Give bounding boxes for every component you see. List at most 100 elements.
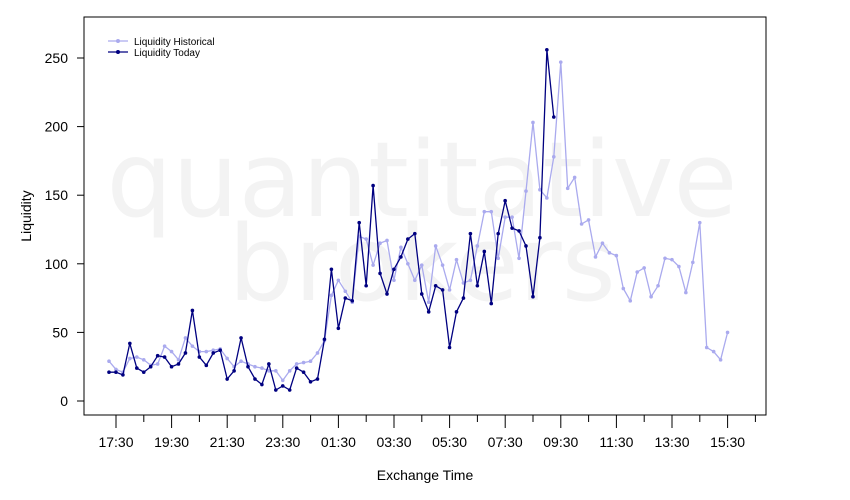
- data-point-today: [287, 388, 292, 392]
- data-point-historical: [378, 241, 382, 246]
- data-point-historical: [253, 364, 257, 369]
- data-point-historical: [697, 220, 702, 225]
- data-point-today: [545, 47, 549, 52]
- data-point-historical: [691, 260, 695, 265]
- data-point-today: [183, 351, 188, 355]
- data-point-historical: [475, 244, 480, 248]
- y-tick-label: 100: [45, 256, 69, 272]
- data-point-historical: [267, 369, 271, 373]
- data-point-historical: [385, 238, 389, 243]
- y-tick-label: 150: [45, 187, 69, 203]
- data-point-today: [336, 326, 341, 331]
- data-point-historical: [141, 358, 146, 362]
- data-point-historical: [162, 344, 167, 348]
- data-point-historical: [114, 367, 118, 372]
- data-point-historical: [176, 358, 181, 362]
- data-point-today: [274, 388, 278, 392]
- data-point-today: [531, 294, 535, 299]
- data-point-today: [496, 231, 501, 236]
- data-point-historical: [510, 215, 514, 219]
- data-point-today: [552, 115, 556, 119]
- data-point-today: [315, 377, 320, 381]
- data-point-historical: [489, 209, 494, 214]
- data-point-today: [239, 336, 243, 340]
- data-point-historical: [364, 237, 368, 241]
- data-point-today: [489, 301, 494, 306]
- data-point-today: [447, 345, 452, 350]
- data-point-historical: [614, 253, 619, 258]
- data-point-historical: [128, 356, 132, 361]
- data-point-today: [294, 366, 299, 370]
- data-point-historical: [371, 263, 375, 267]
- data-point-historical: [413, 278, 417, 283]
- data-point-historical: [552, 154, 556, 159]
- data-point-today: [385, 292, 389, 296]
- data-point-today: [468, 231, 473, 236]
- data-point-historical: [433, 244, 438, 248]
- data-point-today: [406, 237, 410, 241]
- data-point-historical: [635, 270, 639, 274]
- data-point-today: [211, 351, 216, 355]
- data-point-historical: [711, 349, 716, 354]
- data-point-historical: [656, 283, 660, 288]
- data-point-today: [503, 198, 507, 203]
- data-point-historical: [531, 120, 535, 125]
- x-tick-label: 19:30: [154, 434, 189, 450]
- data-point-historical: [600, 241, 605, 246]
- data-point-historical: [677, 264, 681, 269]
- data-point-today: [524, 244, 528, 248]
- data-point-historical: [440, 263, 445, 267]
- x-tick-label: 03:30: [376, 434, 411, 450]
- data-point-historical: [642, 266, 646, 270]
- data-point-today: [267, 362, 271, 366]
- y-tick-label: 200: [45, 119, 69, 135]
- data-point-historical: [468, 278, 473, 283]
- data-point-today: [419, 292, 424, 296]
- data-point-historical: [336, 278, 341, 283]
- data-point-historical: [649, 294, 653, 299]
- x-tick-label: 21:30: [210, 434, 245, 450]
- series-layer: [107, 47, 730, 392]
- x-tick-label: 11:30: [599, 434, 633, 450]
- data-point-today: [364, 283, 368, 288]
- data-point-today: [343, 296, 348, 300]
- data-point-historical: [169, 349, 174, 354]
- data-point-historical: [593, 255, 598, 259]
- data-point-historical: [294, 362, 299, 366]
- data-point-historical: [190, 344, 195, 348]
- data-point-historical: [315, 351, 320, 355]
- data-point-today: [433, 283, 438, 288]
- data-point-historical: [343, 289, 348, 294]
- data-point-today: [197, 355, 202, 359]
- data-point-today: [461, 296, 466, 300]
- x-axis-title: Exchange Time: [377, 467, 474, 483]
- data-point-historical: [572, 175, 577, 180]
- data-point-historical: [183, 336, 188, 340]
- data-point-historical: [211, 348, 216, 353]
- data-point-today: [475, 283, 480, 288]
- data-point-today: [399, 255, 403, 259]
- data-point-historical: [579, 222, 584, 226]
- x-tick-label: 07:30: [488, 434, 523, 450]
- data-point-today: [357, 220, 362, 225]
- data-point-historical: [419, 263, 424, 267]
- legend: Liquidity Historical Liquidity Today: [108, 37, 215, 59]
- data-point-historical: [392, 278, 396, 283]
- data-point-today: [204, 363, 209, 368]
- x-tick-label: 15:30: [710, 434, 745, 450]
- data-point-today: [121, 373, 125, 377]
- data-point-historical: [329, 293, 334, 298]
- data-point-historical: [517, 256, 521, 261]
- data-point-today: [350, 299, 355, 303]
- data-point-today: [517, 229, 521, 233]
- y-tick-label: 250: [45, 50, 69, 66]
- data-point-today: [232, 369, 236, 373]
- data-point-today: [510, 226, 514, 230]
- data-point-today: [107, 370, 111, 374]
- data-point-today: [454, 310, 459, 314]
- data-point-today: [413, 231, 417, 236]
- data-point-historical: [155, 362, 160, 366]
- data-point-today: [482, 249, 487, 254]
- data-point-historical: [607, 251, 612, 255]
